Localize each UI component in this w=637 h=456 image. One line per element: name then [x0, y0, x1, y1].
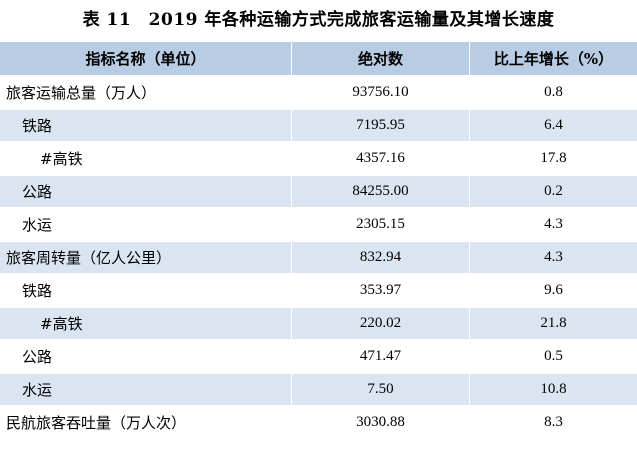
row-abs: 220.02 — [291, 308, 469, 339]
row-name: 铁路 — [22, 282, 53, 300]
table-title: 表 11 2019 年各种运输方式完成旅客运输量及其增长速度 — [82, 10, 555, 30]
table-row: 旅客运输总量（万人） 93756.10 0.8 — [0, 77, 637, 110]
table-row: 水运 2305.15 4.3 — [0, 209, 637, 242]
row-pct: 17.8 — [469, 143, 637, 174]
row-pct: 8.3 — [469, 407, 637, 438]
row-name: #高铁 — [40, 150, 83, 168]
table-row: 铁路 7195.95 6.4 — [0, 110, 637, 143]
header-abs: 绝对数 — [291, 42, 469, 75]
row-name: 水运 — [22, 381, 53, 399]
table-row: #高铁 220.02 21.8 — [0, 308, 637, 341]
row-pct: 0.8 — [469, 77, 637, 108]
row-abs: 4357.16 — [291, 143, 469, 174]
row-abs: 7195.95 — [291, 110, 469, 141]
row-pct: 4.3 — [469, 209, 637, 240]
table-row: 旅客周转量（亿人公里） 832.94 4.3 — [0, 242, 637, 275]
row-abs: 2305.15 — [291, 209, 469, 240]
row-name: 铁路 — [22, 117, 53, 135]
transport-table: 指标名称（单位） 绝对数 比上年增长（%） 旅客运输总量（万人） 93756.1… — [0, 40, 637, 440]
table-row: 公路 471.47 0.5 — [0, 341, 637, 374]
row-name: 水运 — [22, 216, 53, 234]
row-pct: 4.3 — [469, 242, 637, 273]
table-row: 水运 7.50 10.8 — [0, 374, 637, 407]
row-abs: 471.47 — [291, 341, 469, 372]
row-pct: 0.2 — [469, 176, 637, 207]
row-name: 公路 — [22, 348, 53, 366]
header-name: 指标名称（单位） — [85, 50, 206, 68]
row-name: 旅客运输总量（万人） — [6, 84, 157, 102]
row-abs: 84255.00 — [291, 176, 469, 207]
row-pct: 9.6 — [469, 275, 637, 306]
table-header-row: 指标名称（单位） 绝对数 比上年增长（%） — [0, 40, 637, 77]
row-pct: 21.8 — [469, 308, 637, 339]
row-pct: 6.4 — [469, 110, 637, 141]
row-name: #高铁 — [40, 315, 83, 333]
table-row: #高铁 4357.16 17.8 — [0, 143, 637, 176]
row-abs: 3030.88 — [291, 407, 469, 438]
row-abs: 832.94 — [291, 242, 469, 273]
row-pct: 10.8 — [469, 374, 637, 405]
table-row: 公路 84255.00 0.2 — [0, 176, 637, 209]
row-name: 公路 — [22, 183, 53, 201]
header-pct: 比上年增长（%） — [469, 42, 637, 75]
row-pct: 0.5 — [469, 341, 637, 372]
table-row: 民航旅客吞吐量（万人次） 3030.88 8.3 — [0, 407, 637, 440]
row-name: 民航旅客吞吐量（万人次） — [6, 414, 187, 432]
row-abs: 93756.10 — [291, 77, 469, 108]
row-name: 旅客周转量（亿人公里） — [6, 249, 172, 267]
row-abs: 353.97 — [291, 275, 469, 306]
row-abs: 7.50 — [291, 374, 469, 405]
table-row: 铁路 353.97 9.6 — [0, 275, 637, 308]
